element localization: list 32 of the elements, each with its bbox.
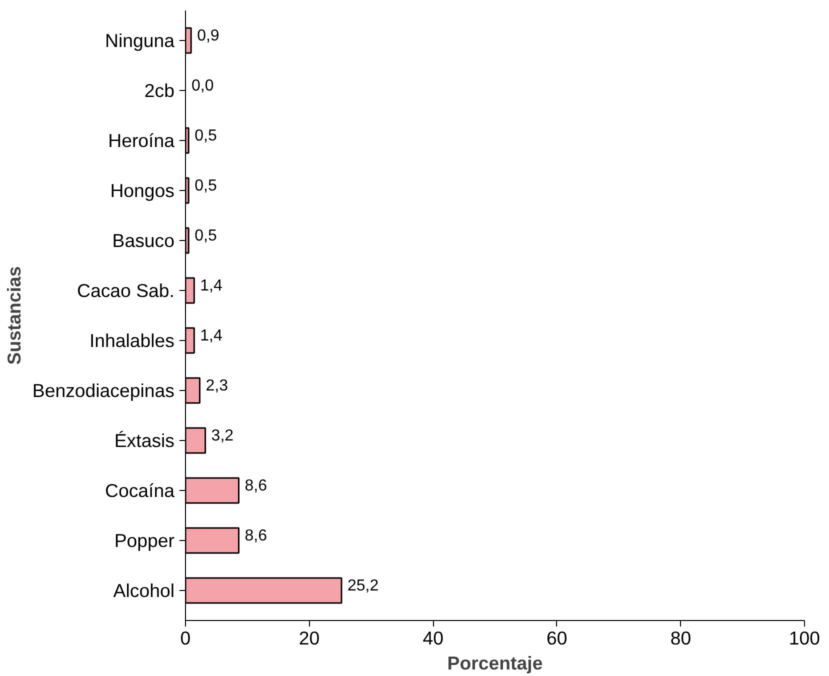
y-tick-label: Hongos	[110, 180, 175, 201]
x-tick-label: 80	[670, 628, 692, 648]
data-label: 2,3	[206, 378, 228, 394]
y-tick-label: Alcohol	[113, 580, 175, 601]
y-tick-label: 2cb	[144, 80, 175, 101]
data-label: 0,5	[194, 228, 217, 244]
y-tick-label: Popper	[114, 530, 175, 551]
data-label: 8,6	[244, 528, 268, 544]
y-axis-title: Sustancias	[3, 266, 24, 365]
data-label: 8,6	[244, 478, 268, 494]
data-label: 0,5	[194, 178, 217, 194]
y-tick-label: Basuco	[112, 230, 175, 251]
x-tick-label: 20	[298, 628, 320, 648]
y-tick-label: Ninguna	[105, 30, 176, 51]
x-tick-label: 100	[788, 628, 820, 648]
data-label: 25,2	[347, 578, 379, 594]
y-tick-label: Cocaína	[105, 480, 176, 501]
data-label: 0,9	[197, 28, 220, 44]
y-tick-label: Éxtasis	[114, 430, 175, 451]
y-tick-label: Benzodiacepinas	[32, 380, 175, 401]
data-label: 3,2	[211, 428, 234, 444]
data-label: 1,4	[200, 278, 223, 294]
data-label: 0,0	[192, 78, 214, 94]
data-label: 1,4	[200, 328, 223, 344]
data-label: 0,5	[194, 128, 217, 144]
x-tick-label: 0	[180, 628, 191, 648]
x-tick-label: 60	[546, 628, 568, 648]
x-tick-label: 40	[422, 628, 444, 648]
y-tick-label: Cacao Sab.	[77, 280, 175, 301]
x-axis-title: Porcentaje	[447, 652, 543, 674]
y-tick-label: Heroína	[108, 130, 176, 151]
y-tick-label: Inhalables	[89, 330, 175, 351]
